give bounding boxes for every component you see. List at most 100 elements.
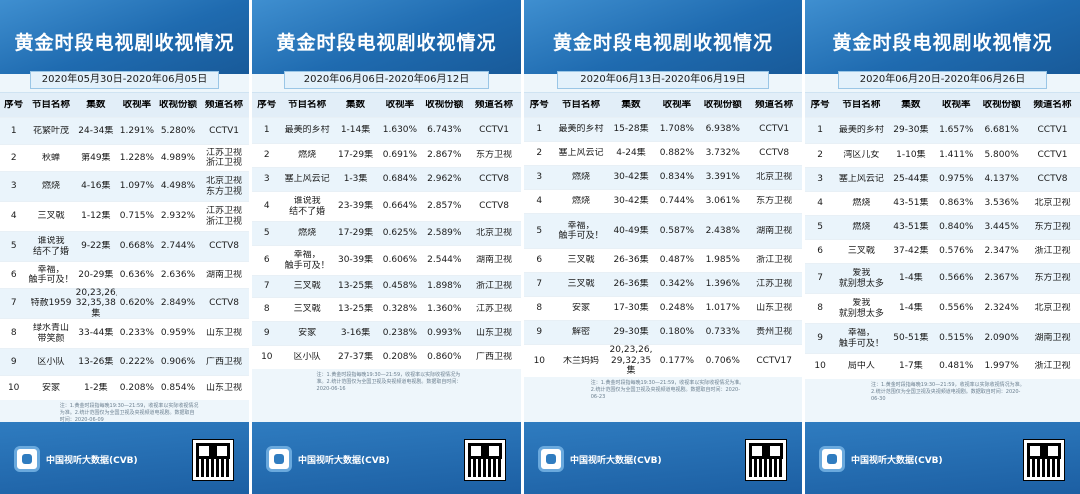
channel-cell: 江苏卫视 (476, 304, 513, 315)
episodes-cell: 40-49集 (613, 225, 649, 236)
channel-cell: CCTV1 (479, 125, 510, 136)
rating-cell: 0.208% (119, 382, 155, 393)
rating-cell: 0.487% (659, 255, 695, 266)
rank-cell: 4 (263, 201, 270, 212)
table-row: 1 最美的乡村 1-14集 1.630% 6.743% CCTV1 (252, 117, 521, 143)
table-row: 10 局中人 1-7集 0.481% 1.997% 浙江卫视 (805, 353, 1080, 379)
share-cell: 4.137% (984, 174, 1019, 185)
channel-cell: 湖南卫视 (206, 269, 243, 280)
share-cell: 1.997% (984, 361, 1019, 372)
channel-cell: CCTV17 (756, 355, 792, 366)
episodes-cell: 37-42集 (893, 246, 929, 257)
rating-cell: 1.411% (939, 150, 974, 161)
episodes-cell: 33-44集 (78, 328, 114, 339)
rank-cell: 1 (10, 125, 17, 136)
rating-cell: 0.587% (659, 225, 695, 236)
brand-name: 中国视听大数据(CVB) (298, 456, 390, 466)
program-name-cell: 塞上风云记 (838, 174, 884, 185)
channel-cell: 湖南卫视 (1034, 333, 1071, 344)
weekly-ratings-panel: 黄金时段电视剧收视情况 2020年05月30日-2020年06月05日 序号 节目名称… (0, 0, 249, 494)
rank-cell: 5 (10, 241, 17, 252)
channel-cell: CCTV8 (209, 241, 240, 252)
episodes-cell: 26-36集 (613, 279, 649, 290)
footnote: 注：1.黄金时段指每晚19:30—21:59，收视率以实际收视情况为准。2.统计… (59, 403, 199, 423)
date-range: 2020年06月20日-2020年06月26日 (838, 71, 1047, 89)
share-cell: 3.445% (984, 222, 1019, 233)
rating-cell: 0.834% (659, 172, 695, 183)
rating-cell: 0.606% (382, 255, 418, 266)
share-cell: 2.367% (984, 273, 1019, 284)
episodes-cell: 1-2集 (83, 382, 108, 393)
column-header: 节目名称 (288, 99, 327, 110)
share-cell: 2.849% (160, 298, 196, 309)
share-cell: 2.347% (984, 246, 1019, 257)
program-name-cell: 爱我 就别想太多 (838, 298, 884, 319)
rank-cell: 1 (536, 124, 543, 135)
program-name-cell: 燃烧 (571, 196, 590, 207)
table-row: 8 安家 17-30集 0.248% 1.017% 山东卫视 (524, 296, 802, 320)
brand-name: 中国视听大数据(CVB) (570, 456, 662, 466)
rank-cell: 5 (536, 225, 543, 236)
rank-cell: 3 (10, 181, 17, 192)
table-row: 9 区小队 13-26集 0.222% 0.906% 广西卫视 (0, 348, 249, 375)
episodes-cell: 13-25集 (337, 304, 374, 315)
program-name-cell: 三叉戟 (847, 246, 875, 257)
episodes-cell: 1-12集 (81, 211, 111, 222)
column-header: 节目名称 (32, 99, 71, 110)
footnote: 注：1.黄金时段指每晚19:30—21:59，收视率以实际收视情况为准。2.统计… (871, 382, 1025, 402)
table-row: 9 解密 29-30集 0.180% 0.733% 贵州卫视 (524, 320, 802, 344)
rank-cell: 7 (10, 298, 17, 309)
date-range: 2020年05月30日-2020年06月05日 (29, 71, 220, 89)
program-name-cell: 最美的乡村 (558, 124, 604, 135)
rating-cell: 0.342% (659, 279, 695, 290)
rank-cell: 8 (536, 303, 543, 314)
brand-footer: 中国视听大数据(CVB) (0, 422, 249, 494)
table-header-row: 序号 节目名称 集数 收视率 收视份额 频道名称 (524, 93, 802, 117)
episodes-cell: 20,23,26,29, 32,35,38集 (75, 287, 117, 319)
column-header: 序号 (529, 99, 549, 110)
rank-cell: 8 (10, 328, 17, 339)
table-row: 6 三叉戟 26-36集 0.487% 1.985% 浙江卫视 (524, 248, 802, 272)
rating-cell: 0.684% (382, 174, 418, 185)
program-name-cell: 特赦1959 (30, 298, 72, 309)
rank-cell: 5 (263, 228, 270, 239)
table-row: 2 燃烧 17-29集 0.691% 2.867% 东方卫视 (252, 143, 521, 167)
rank-cell: 2 (263, 150, 270, 161)
column-header: 收视份额 (982, 99, 1021, 110)
rank-cell: 9 (10, 356, 17, 367)
program-name-cell: 三叉戟 (567, 255, 595, 266)
program-name-cell: 三叉戟 (293, 304, 321, 315)
column-header: 频道名称 (475, 99, 514, 110)
rating-cell: 0.238% (382, 328, 418, 339)
table-header-row: 序号 节目名称 集数 收视率 收视份额 频道名称 (0, 93, 249, 117)
table-row: 7 三叉戟 26-36集 0.342% 1.396% 江苏卫视 (524, 272, 802, 296)
rank-cell: 2 (10, 152, 17, 163)
episodes-cell: 30-42集 (613, 196, 649, 207)
program-name-cell: 安家 (42, 382, 61, 393)
date-range: 2020年06月13日-2020年06月19日 (557, 71, 769, 89)
channel-cell: 湖南卫视 (476, 255, 513, 266)
column-header: 节目名称 (842, 99, 881, 110)
rank-cell: 4 (10, 211, 17, 222)
rank-cell: 5 (817, 222, 823, 233)
program-name-cell: 局中人 (847, 361, 875, 372)
rating-cell: 0.625% (382, 228, 418, 239)
program-name-cell: 湾区儿女 (843, 150, 880, 161)
program-name-cell: 最美的乡村 (284, 125, 330, 136)
weekly-ratings-panel: 黄金时段电视剧收视情况 2020年06月06日-2020年06月12日 序号 节目名称… (252, 0, 521, 494)
channel-cell: 山东卫视 (206, 328, 243, 339)
episodes-cell: 29-30集 (613, 327, 649, 338)
episodes-cell: 13-25集 (337, 281, 374, 292)
program-name-cell: 塞上风云记 (558, 148, 604, 159)
episodes-cell: 24-34集 (78, 125, 114, 136)
column-header: 收视份额 (425, 99, 464, 110)
column-header: 节目名称 (561, 99, 600, 110)
table-row: 2 秋蝉 第49集 1.228% 4.989% 江苏卫视 浙江卫视 (0, 144, 249, 171)
panel-header: 黄金时段电视剧收视情况 (805, 0, 1080, 74)
cvb-logo-icon (538, 446, 564, 472)
column-header: 频道名称 (1033, 99, 1072, 110)
ratings-table: 序号 节目名称 集数 收视率 收视份额 频道名称 1 最美的乡村 15-28集 1.708% 6.9… (524, 92, 802, 377)
episodes-cell: 43-51集 (893, 198, 929, 209)
panel-header: 黄金时段电视剧收视情况 (252, 0, 521, 74)
